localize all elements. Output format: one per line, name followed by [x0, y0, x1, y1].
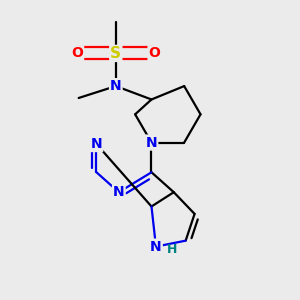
Text: N: N	[146, 136, 157, 150]
Text: N: N	[110, 79, 122, 93]
Text: N: N	[113, 185, 124, 199]
Text: N: N	[91, 137, 102, 151]
Text: H: H	[167, 243, 178, 256]
Text: O: O	[148, 46, 160, 60]
Text: S: S	[110, 46, 121, 61]
Text: N: N	[150, 240, 162, 254]
Text: O: O	[71, 46, 83, 60]
